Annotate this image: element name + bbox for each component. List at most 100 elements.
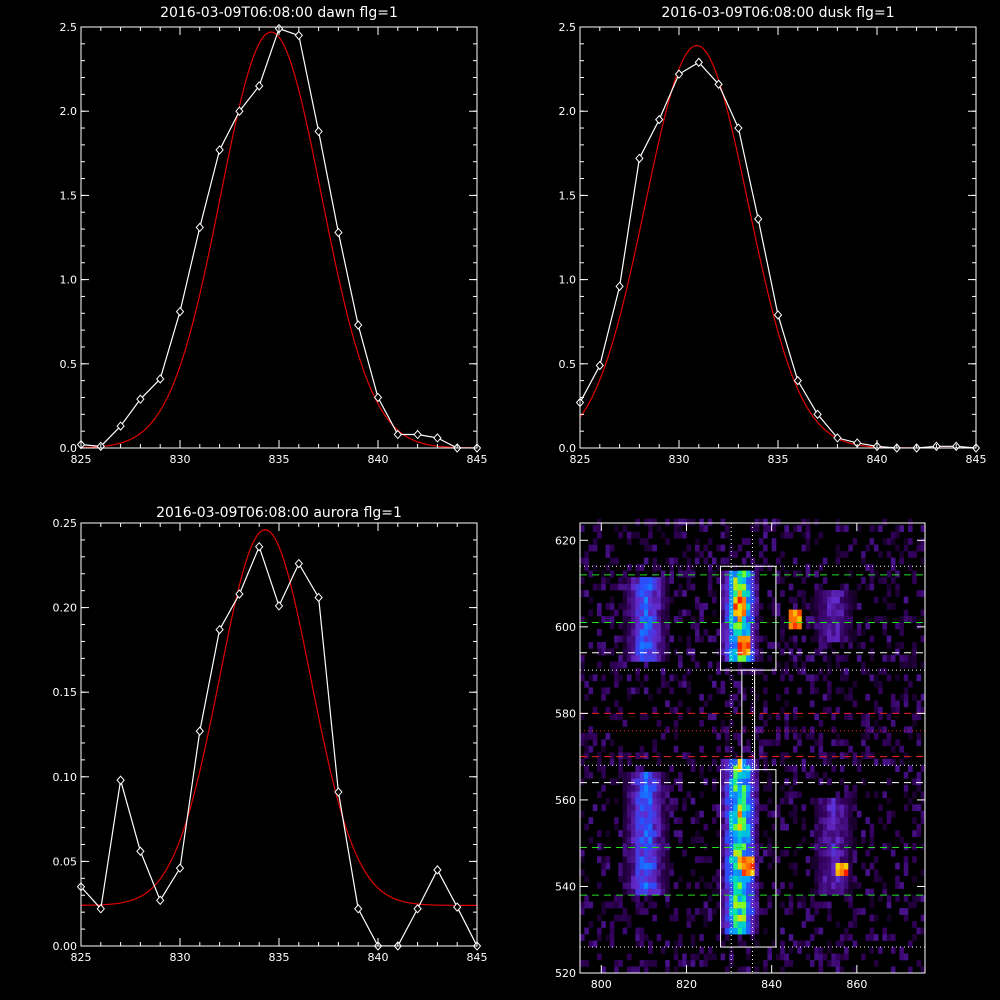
panel3-cell	[861, 551, 866, 558]
panel3-cell	[707, 713, 713, 721]
panel3-cell	[839, 817, 845, 824]
panel3-cell	[686, 557, 692, 565]
panel3-cell	[831, 888, 836, 896]
panel3-cell	[895, 642, 900, 649]
panel3-cell	[707, 551, 713, 558]
panel3-cell	[814, 739, 819, 747]
panel3-cell	[818, 882, 824, 889]
panel3-cell	[597, 642, 602, 649]
panel3-cell	[869, 862, 875, 870]
panel3-cell	[626, 622, 632, 630]
panel3-cell	[665, 836, 670, 844]
panel3-cell	[618, 706, 623, 714]
panel3-cell	[827, 622, 832, 630]
panel3-cell	[793, 791, 798, 799]
panel3-cell	[652, 862, 657, 870]
panel3-cell	[656, 778, 662, 786]
panel3-cell	[588, 544, 594, 552]
panel3-cell	[831, 739, 836, 747]
panel3-cell	[720, 882, 726, 889]
panel3-cell	[622, 525, 628, 532]
panel3-cell	[865, 713, 870, 721]
panel3-cell	[584, 745, 589, 753]
panel3-cell	[827, 778, 832, 786]
panel3-cell	[784, 726, 789, 734]
panel3-cell	[848, 629, 853, 636]
panel3-cell	[844, 888, 849, 896]
panel3-cell	[797, 570, 802, 578]
panel3-cell	[716, 577, 721, 584]
panel3-cell	[797, 525, 802, 532]
panel3-cell	[584, 823, 589, 831]
panel3-cell	[827, 655, 832, 662]
panel3-cell	[831, 752, 836, 760]
panel3-cell	[703, 778, 709, 786]
panel3-cell	[609, 713, 615, 721]
panel3-cell	[652, 791, 657, 799]
panel3-cell	[805, 869, 811, 876]
panel3-cell	[780, 635, 785, 643]
panel3-cell	[580, 908, 585, 915]
panel3-cell	[827, 862, 832, 870]
panel3-cell	[814, 830, 819, 837]
panel3-cell	[844, 791, 849, 799]
panel3-cell	[712, 596, 717, 604]
panel3-cell	[831, 856, 836, 863]
panel3-cell	[639, 882, 645, 889]
panel3-cell	[729, 914, 734, 922]
panel3-cell	[869, 583, 875, 591]
panel3-cell	[724, 609, 730, 617]
panel3-cell	[690, 583, 696, 591]
panel3-cell	[686, 648, 692, 656]
panel3-cell	[754, 758, 760, 766]
panel3-cell	[775, 557, 781, 565]
panel3-cell	[614, 661, 619, 669]
panel3-cell	[678, 830, 683, 837]
panel3-cell	[767, 771, 772, 779]
panel3-cell	[758, 713, 764, 721]
panel3-cell	[588, 570, 594, 578]
panel3-cell	[818, 719, 824, 727]
panel3-cell	[788, 882, 794, 889]
panel3-cell	[793, 655, 798, 662]
panel3-cell	[793, 635, 798, 643]
panel3-cell	[733, 908, 738, 915]
panel3-cell	[724, 648, 730, 656]
panel3-cell	[814, 622, 819, 630]
panel3-cell	[797, 687, 802, 695]
panel3-cell	[895, 570, 900, 578]
panel3-cell	[805, 616, 811, 623]
panel3-cell	[839, 642, 845, 649]
panel3-cell	[699, 947, 704, 954]
panel3-cell	[635, 901, 640, 909]
panel3-cell	[639, 590, 645, 597]
panel3-cell	[639, 908, 645, 915]
panel3-cell	[758, 668, 764, 675]
panel3-cell	[626, 875, 632, 883]
panel3-cell	[720, 862, 726, 870]
panel3-cell	[741, 629, 747, 636]
panel3-cell	[741, 914, 747, 922]
panel3-cell	[665, 622, 670, 630]
panel3-cell	[737, 797, 743, 805]
panel3-cell	[873, 791, 879, 799]
panel3-cell	[839, 635, 845, 643]
panel3-cell	[856, 629, 862, 636]
panel3-cell	[580, 739, 585, 747]
panel3-cell	[652, 869, 657, 876]
panel3-cell	[729, 609, 734, 617]
panel3-cell	[835, 687, 841, 695]
panel3-cell	[737, 680, 743, 688]
panel3-cell	[899, 655, 904, 662]
panel3-cell	[626, 830, 632, 837]
panel3-cell	[869, 674, 875, 682]
panel3-cell	[750, 882, 755, 889]
panel-dusk: 2016-03-09T06:08:00 dusk flg=1 825 830 835…	[559, 5, 987, 466]
panel0-point	[235, 106, 244, 116]
panel3-cell	[831, 862, 836, 870]
panel3-cell	[912, 577, 917, 584]
panel3-cell	[741, 791, 747, 799]
panel3-cell	[626, 583, 632, 591]
panel3-cell	[873, 700, 879, 708]
panel3-cell	[699, 745, 704, 753]
